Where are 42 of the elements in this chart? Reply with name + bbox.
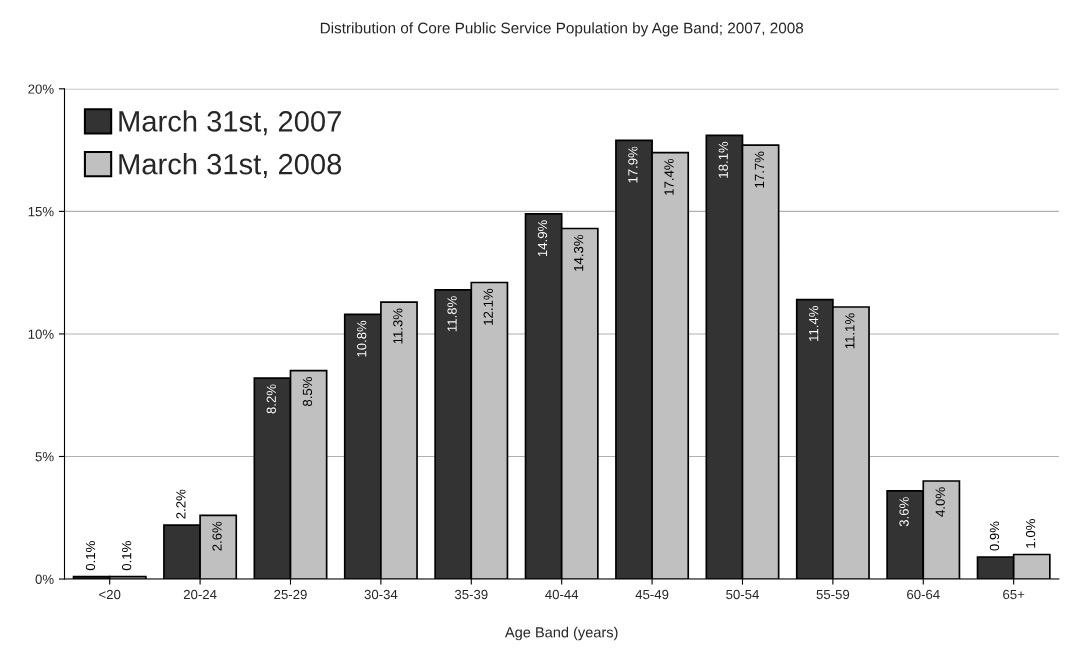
y-tick-label: 10% [28,329,54,339]
data-label: 17.9% [628,146,638,183]
data-label: 2.6% [212,521,222,551]
x-tick-label: 40-44 [545,589,579,600]
data-label: 0.1% [85,541,96,571]
x-tick-label: 65+ [1003,589,1025,600]
data-label: 14.3% [573,234,584,271]
data-label: 3.6% [899,497,909,527]
x-tick-label: 35-39 [454,589,488,600]
data-label: 14.9% [537,220,548,257]
x-tick-label: <20 [99,589,121,600]
data-label: 0.9% [989,521,1000,551]
legend-label: March 31st, 2007 [119,110,341,136]
data-label: 2.2% [176,489,186,519]
data-label: 12.1% [483,288,493,325]
x-tick-label: 20-24 [183,589,217,600]
y-tick-label: 0% [35,574,54,584]
y-tick-label: 15% [28,207,54,217]
data-label: 11.1% [845,313,855,349]
x-tick-label: 55-59 [816,589,850,600]
data-label: 1.0% [1025,519,1036,548]
x-tick-label: 60-64 [907,589,940,600]
x-tick-label: 50-54 [726,589,759,600]
x-axis-title: Age Band (years) [504,626,618,641]
chart-title: Distribution of Core Public Service Population by Age Band; 2007, 2008 [320,22,804,37]
x-tick-label: 25-29 [274,589,307,600]
data-label: 18.1% [718,141,728,178]
data-label: 17.7% [754,151,765,188]
y-tick-label: 20% [28,84,54,94]
data-label: 8.2% [266,384,276,414]
data-label: 4.0% [935,487,945,517]
y-tick-label: 5% [35,452,54,462]
data-label: 11.3% [393,308,403,344]
data-label: 8.5% [302,377,313,407]
data-label: 0.1% [121,541,132,571]
data-label: 11.4% [809,305,819,341]
data-label: 17.4% [664,158,674,195]
x-tick-label: 45-49 [635,589,669,600]
data-label: 11.8% [447,296,457,332]
legend-label: March 31st, 2008 [119,153,342,178]
data-label: 10.8% [357,320,367,357]
x-tick-label: 30-34 [364,589,398,600]
